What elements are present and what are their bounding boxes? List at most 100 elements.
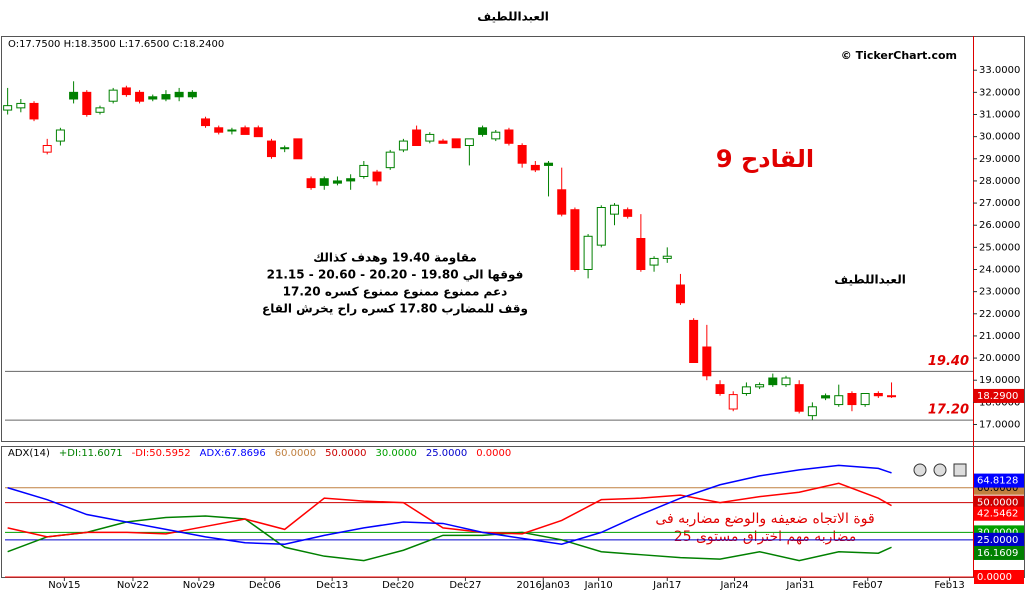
candle-body: [398, 140, 408, 151]
legend-entry: ADX(14): [8, 448, 50, 459]
x-tick-label: Nov22: [117, 580, 149, 591]
y-tick-label: 26.0000: [979, 220, 1020, 231]
level-label: 17.20: [928, 403, 969, 418]
ohlc-label: O:17.7500 H:18.3500 L:17.6500 C:18.2400: [8, 39, 224, 50]
candle-body: [755, 384, 765, 388]
candle-body: [385, 151, 395, 169]
y-tick-label: 30.0000: [979, 132, 1020, 143]
candle-body: [69, 91, 79, 100]
candle-body: [702, 346, 712, 377]
y-tick-label: 31.0000: [979, 110, 1020, 121]
candle-body: [187, 91, 197, 98]
candle-body: [161, 94, 171, 100]
annotation: القادح 9: [716, 145, 814, 173]
candle-body: [623, 209, 633, 217]
candle-body: [794, 384, 804, 412]
candle-body: [517, 145, 527, 164]
candle-body: [636, 238, 646, 270]
last-price-label: 18.2900: [977, 391, 1018, 402]
candle-body: [887, 395, 897, 398]
value-badge-label: 0.0000: [977, 572, 1012, 583]
candle-body: [55, 129, 65, 142]
x-tick-label: Feb07: [853, 580, 883, 591]
legend-entry: ADX:67.8696: [200, 448, 266, 459]
y-tick-label: 21.0000: [979, 331, 1020, 342]
candle-body: [372, 171, 382, 182]
panel-tools: [913, 463, 967, 477]
candle-body: [306, 178, 316, 189]
candle-body: [781, 377, 791, 386]
candle-body: [609, 204, 619, 215]
candle-body: [425, 133, 435, 142]
candle-body: [266, 140, 276, 158]
settings-icon[interactable]: [913, 463, 927, 477]
candle-body: [649, 257, 659, 266]
candle-body: [675, 284, 685, 304]
candle-body: [464, 138, 474, 147]
value-badge-label: 25.0000: [977, 535, 1018, 546]
candle-body: [860, 393, 870, 406]
y-tick-label: 19.0000: [979, 375, 1020, 386]
candle-body: [807, 406, 817, 417]
legend-entry: 60.0000: [275, 448, 316, 459]
candle-body: [82, 91, 92, 115]
candle-body: [491, 131, 501, 140]
x-tick-label: Jan17: [652, 580, 681, 591]
value-badge: [974, 506, 1024, 521]
x-tick-label: Jan10: [584, 580, 613, 591]
x-tick-label: Nov29: [183, 580, 215, 591]
y-tick-label: 33.0000: [979, 65, 1020, 76]
value-badge: [974, 545, 1024, 560]
candle-body: [544, 162, 554, 166]
candle-body: [174, 91, 184, 98]
close-icon[interactable]: [933, 463, 947, 477]
y-tick-label: 29.0000: [979, 154, 1020, 165]
candle-body: [873, 393, 883, 397]
y-tick-label: 25.0000: [979, 242, 1020, 253]
legend-entry: 30.0000: [376, 448, 417, 459]
annotation: مضاربه مهم اختراق مستوى 25: [674, 529, 857, 545]
candle-body: [319, 178, 329, 186]
price-panel: [1, 36, 1025, 442]
y-tick-label: 27.0000: [979, 198, 1020, 209]
candle-body: [689, 319, 699, 363]
x-tick-label: Jan24: [719, 580, 748, 591]
x-tick-label: Nov15: [48, 580, 80, 591]
candle-body: [728, 394, 738, 410]
candle-body: [596, 207, 606, 246]
legend-entry: 25.0000: [426, 448, 467, 459]
candle-body: [583, 235, 593, 271]
candle-body: [108, 89, 118, 102]
candle-body: [253, 127, 263, 138]
candle-body: [834, 395, 844, 406]
candle-body: [504, 129, 514, 144]
last-price-badge: [974, 388, 1024, 403]
y-tick-label: 28.0000: [979, 176, 1020, 187]
candle-body: [332, 180, 342, 184]
candle-body: [240, 127, 250, 135]
legend-entry: -DI:50.5952: [132, 448, 191, 459]
candle-body: [346, 178, 356, 182]
candle-body: [16, 102, 26, 109]
annotation: العبداللطيف: [834, 273, 906, 287]
y-tick-label: 24.0000: [979, 265, 1020, 276]
y-tick-label: 20.0000: [979, 353, 1020, 364]
maximize-icon[interactable]: [953, 463, 967, 477]
candle-body: [662, 255, 672, 259]
annotation: قوة الاتجاه ضعيفه والوضع مضاربه فى: [655, 511, 874, 527]
x-tick-label: Dec20: [382, 580, 414, 591]
legend-entry: 0.0000: [476, 448, 511, 459]
candle-body: [148, 96, 158, 100]
candle-body: [530, 164, 540, 171]
value-badge: [974, 532, 1024, 547]
candle-body: [29, 102, 39, 120]
candle-body: [821, 395, 831, 399]
legend-entry: +DI:11.6071: [59, 448, 123, 459]
candle-body: [570, 209, 580, 270]
candle-body: [42, 145, 52, 153]
x-tick-label: Dec06: [249, 580, 281, 591]
candle-body: [478, 127, 488, 135]
x-tick-label: Dec13: [316, 580, 348, 591]
